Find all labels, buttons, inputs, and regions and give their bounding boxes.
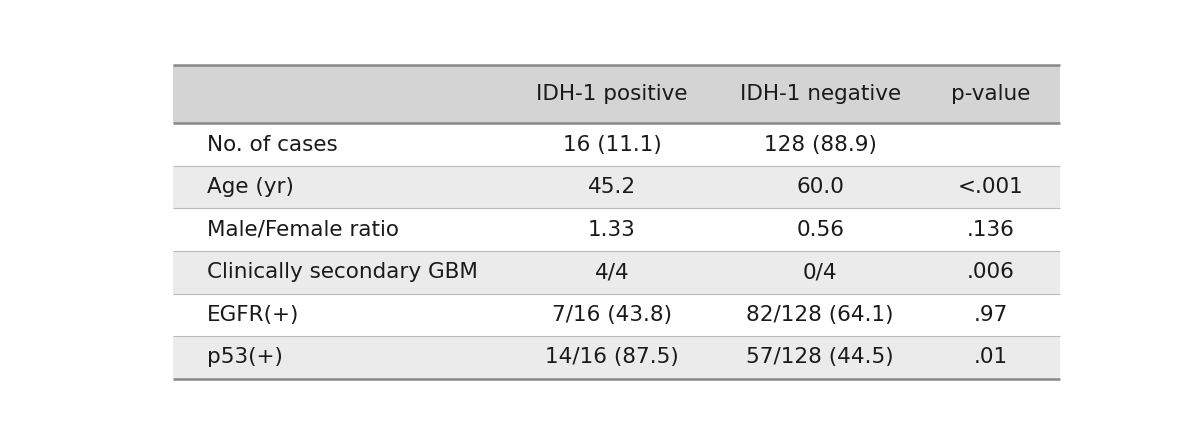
Text: 14/16 (87.5): 14/16 (87.5) [545,347,679,368]
Text: 128 (88.9): 128 (88.9) [764,135,877,155]
Text: Clinically secondary GBM: Clinically secondary GBM [206,262,478,282]
Text: 0/4: 0/4 [803,262,838,282]
Text: .97: .97 [973,305,1008,325]
Text: EGFR(+): EGFR(+) [206,305,299,325]
Text: 7/16 (43.8): 7/16 (43.8) [552,305,672,325]
Text: 16 (11.1): 16 (11.1) [563,135,661,155]
Text: Male/Female ratio: Male/Female ratio [206,220,398,240]
Text: 82/128 (64.1): 82/128 (64.1) [746,305,894,325]
Text: 4/4: 4/4 [594,262,629,282]
Text: 1.33: 1.33 [588,220,636,240]
Text: 0.56: 0.56 [797,220,845,240]
Text: IDH-1 positive: IDH-1 positive [536,84,688,104]
Text: p53(+): p53(+) [206,347,283,368]
Text: 45.2: 45.2 [588,177,636,197]
Text: IDH-1 negative: IDH-1 negative [739,84,901,104]
Text: <.001: <.001 [958,177,1024,197]
Text: p-value: p-value [952,84,1031,104]
Text: Age (yr): Age (yr) [206,177,294,197]
Text: .01: .01 [973,347,1008,368]
Text: 57/128 (44.5): 57/128 (44.5) [746,347,894,368]
Text: .006: .006 [967,262,1015,282]
Text: 60.0: 60.0 [797,177,844,197]
Text: .136: .136 [967,220,1015,240]
Text: No. of cases: No. of cases [206,135,337,155]
